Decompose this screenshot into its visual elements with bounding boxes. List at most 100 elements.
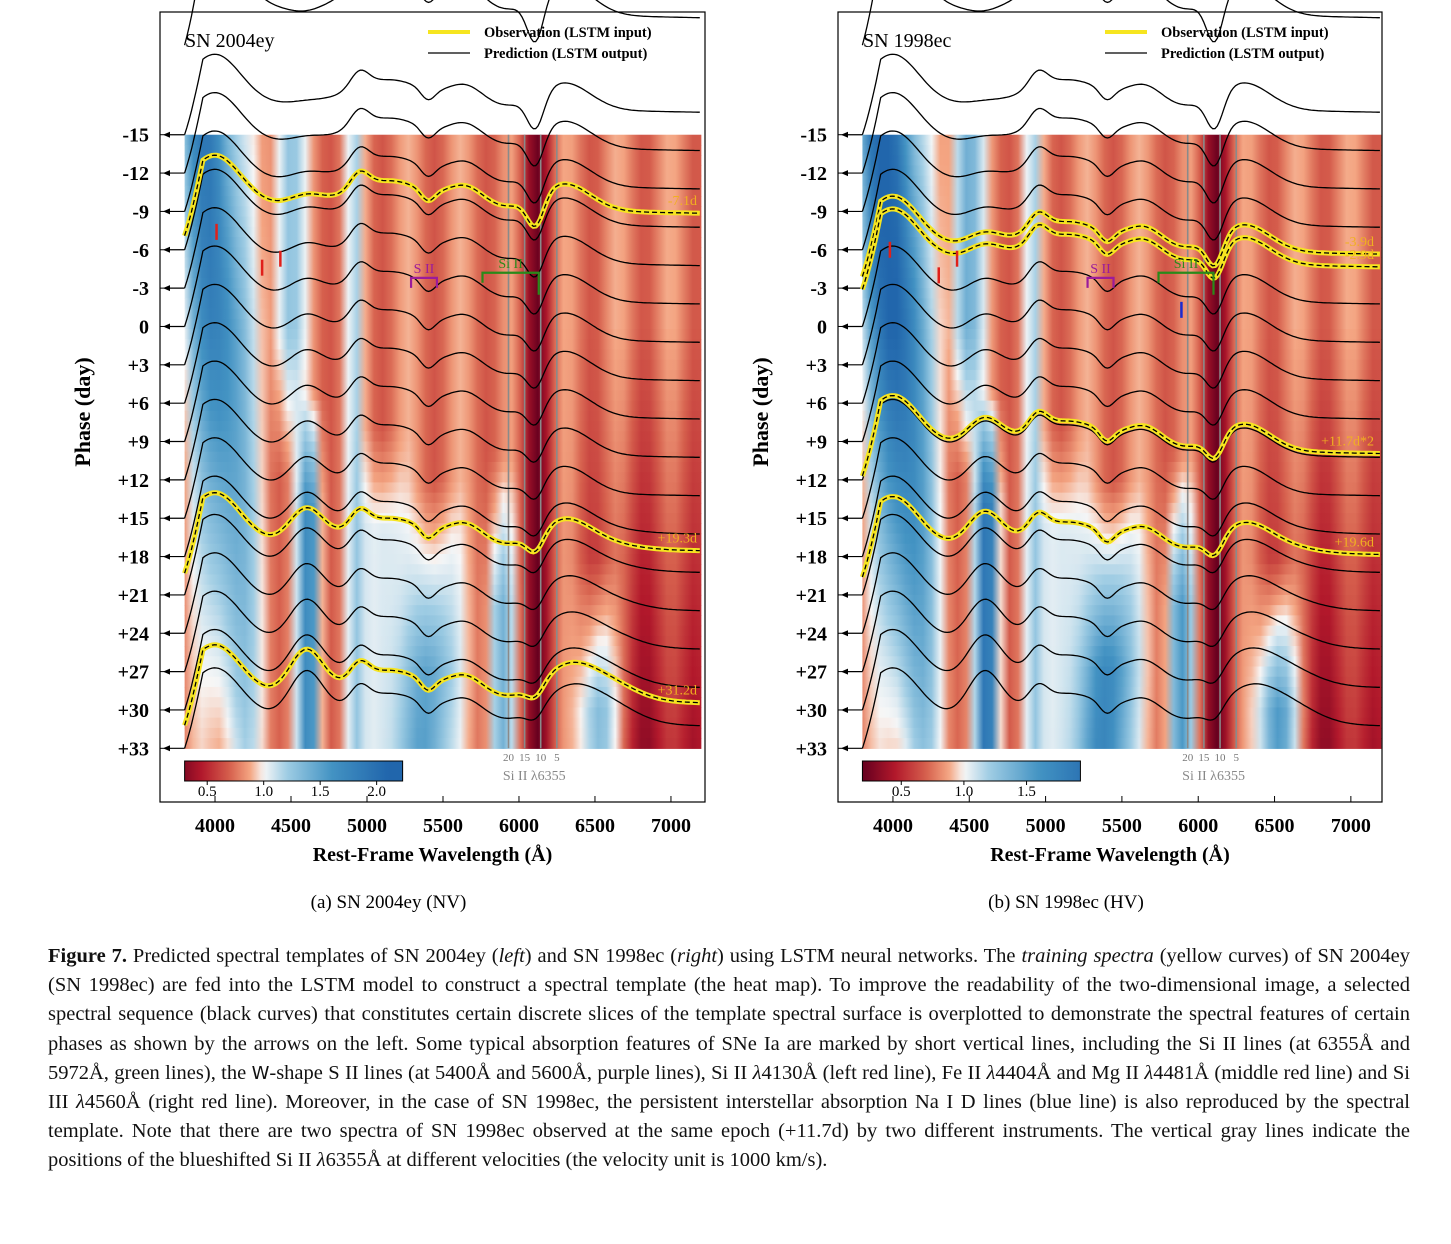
heatmap-row	[184, 400, 702, 412]
heatmap-row	[862, 410, 1382, 422]
prediction-curve	[861, 475, 1380, 557]
prediction-curve	[183, 590, 700, 672]
y-tick-label: +30	[796, 700, 827, 722]
velocity-tick-label: 10	[1215, 752, 1227, 764]
y-tick-label: +24	[118, 623, 149, 645]
prediction-curve	[183, 0, 700, 46]
y-tick-label: -6	[132, 240, 149, 262]
y-tick-label: +6	[806, 393, 827, 415]
y-axis-label: Phase (day)	[70, 357, 95, 466]
legend-label: Prediction (LSTM output)	[484, 46, 647, 62]
arrow-head	[841, 630, 848, 637]
y-tick-label: -3	[132, 278, 149, 300]
prediction-curve	[861, 322, 1380, 404]
arrow-head	[163, 323, 170, 330]
arrow-head	[163, 170, 170, 177]
x-tick-label: 4000	[873, 815, 913, 837]
heatmap-row	[184, 513, 702, 524]
x-tick-label: 5500	[423, 815, 463, 837]
arrow-head	[841, 400, 848, 407]
heatmap-row	[184, 738, 702, 749]
velocity-label: Si II λ6355	[503, 769, 566, 784]
colorbar-tick-label: 1.0	[254, 784, 273, 800]
prediction-curve	[183, 168, 700, 250]
heatmap-row	[862, 605, 1382, 616]
y-tick-label: -9	[810, 201, 827, 223]
caption-text: Predicted spectral templates of SN 2004e…	[127, 945, 499, 967]
arrow-head	[841, 246, 848, 253]
heatmap-row	[184, 267, 702, 279]
x-tick-label: 4500	[271, 815, 311, 837]
heatmap-row	[862, 646, 1382, 657]
heatmap-row	[184, 318, 702, 330]
prediction-curve	[183, 398, 700, 481]
velocity-tick-label: 15	[1198, 752, 1210, 764]
y-tick-label: +15	[118, 508, 149, 530]
heatmap-row	[862, 502, 1382, 514]
heatmap-row	[862, 727, 1382, 739]
heatmap-row	[862, 574, 1382, 586]
prediction-curve	[861, 437, 1380, 519]
feature-bracket	[409, 276, 439, 288]
y-tick-label: +3	[128, 355, 149, 377]
feature-bracket	[1157, 271, 1215, 295]
prediction-curve	[183, 552, 700, 634]
x-tick-label: 4000	[195, 815, 235, 837]
heatmap-row	[862, 206, 1382, 218]
colorbar	[861, 760, 1081, 782]
heatmap-row	[184, 226, 702, 238]
heatmap-row	[862, 288, 1382, 299]
prediction-curve	[183, 283, 700, 365]
heatmap-row	[184, 349, 702, 361]
heatmap-row	[184, 472, 702, 484]
y-tick-label: +12	[118, 470, 149, 492]
prediction-curve	[183, 437, 700, 519]
arrow-head	[163, 630, 170, 637]
prediction-curve	[861, 245, 1380, 327]
arrow-head	[163, 400, 170, 407]
heatmap-row	[184, 165, 702, 177]
heatmap-row	[862, 267, 1382, 279]
heatmap-row	[184, 175, 702, 187]
heatmap-row	[184, 339, 702, 351]
caption-text: 4481Å (middle red line) and Si III	[48, 1061, 1410, 1114]
heatmap-row	[862, 329, 1382, 340]
heatmap-row	[862, 155, 1382, 166]
heatmap-row	[862, 554, 1382, 565]
legend-label: Observation (LSTM input)	[1161, 25, 1329, 41]
heatmap-row	[184, 369, 702, 381]
y-tick-label: 0	[139, 316, 149, 338]
arrow-head	[841, 745, 848, 752]
epoch-label: +31.2d	[658, 684, 697, 699]
feature-bracket	[1086, 276, 1115, 288]
arrow-head	[841, 323, 848, 330]
x-tick-label: 6500	[575, 815, 615, 837]
heatmap-row	[862, 564, 1382, 576]
velocity-tick-label: 10	[535, 752, 547, 764]
arrow-head	[841, 668, 848, 675]
heatmap-row	[184, 666, 702, 678]
prediction-curve	[183, 91, 700, 174]
y-tick-label: +27	[118, 662, 149, 684]
prediction-curve	[861, 360, 1380, 442]
caption-text: 6355Å at different velocities (the veloc…	[325, 1149, 828, 1172]
heatmap-row	[862, 472, 1382, 484]
x-tick-label: 4500	[949, 815, 989, 837]
heatmap-row	[184, 247, 702, 259]
arrow-head	[841, 591, 848, 598]
prediction-dashed	[861, 394, 1380, 477]
prediction-dashed	[861, 208, 1380, 290]
colorbar-tick-label: 0.5	[892, 784, 911, 800]
heatmap-row	[184, 605, 702, 616]
prediction-dashed	[183, 492, 700, 574]
colorbar	[184, 760, 404, 782]
colorbar-tick-label: 1.0	[955, 784, 974, 800]
velocity-label: Si II λ6355	[1182, 769, 1245, 784]
y-tick-label: +21	[796, 585, 827, 607]
caption-text: left	[498, 945, 525, 967]
heatmap-row	[862, 216, 1382, 228]
heatmap-row	[862, 359, 1382, 371]
heatmap-row	[862, 625, 1382, 637]
arrow-head	[841, 170, 848, 177]
heatmap-row	[862, 318, 1382, 330]
